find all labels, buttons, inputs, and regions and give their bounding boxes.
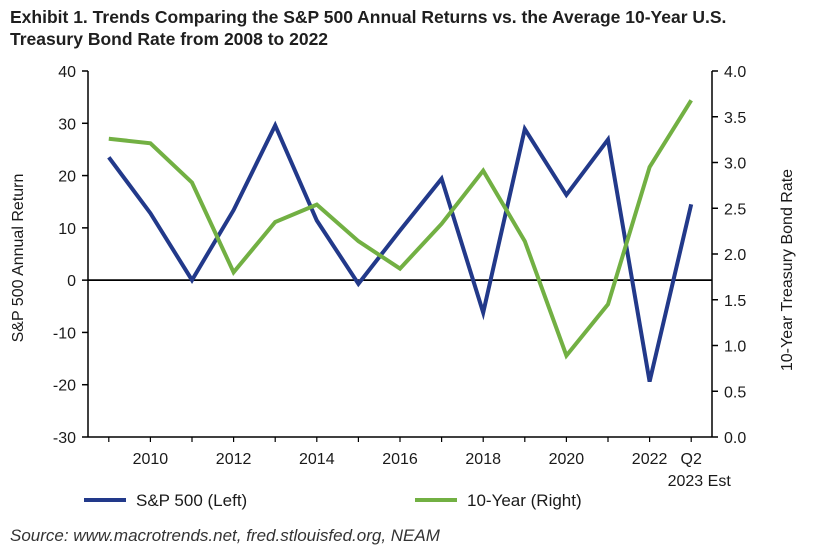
chart-legend: S&P 500 (Left) 10-Year (Right) <box>84 491 582 510</box>
chart-title: Exhibit 1. Trends Comparing the S&P 500 … <box>10 6 830 50</box>
data-point-treasury-10yr <box>648 165 652 169</box>
x-axis-tick-label: 2012 <box>216 451 252 468</box>
x-axis-tick-label: 2016 <box>382 451 418 468</box>
right-axis-tick-label: 3.0 <box>724 156 746 173</box>
right-axis-tick-label: 1.5 <box>724 293 746 310</box>
x-axis-tick-label: 2020 <box>549 451 585 468</box>
data-point-sp500 <box>315 219 319 223</box>
data-point-treasury-10yr <box>190 181 194 185</box>
left-axis-tick-label: -10 <box>53 325 76 342</box>
left-axis-tick-label: 20 <box>58 169 76 186</box>
data-point-sp500 <box>232 208 236 212</box>
data-point-sp500 <box>606 137 610 141</box>
left-axis-tick-label: 30 <box>58 116 76 133</box>
data-point-sp500 <box>148 211 152 215</box>
series-line-treasury-10yr <box>108 99 693 360</box>
data-point-treasury-10yr <box>481 169 485 173</box>
data-point-sp500 <box>689 202 693 206</box>
left-axis-title: S&P 500 Annual Return <box>10 174 27 343</box>
x-axis-tick-label: 2018 <box>465 451 501 468</box>
x-axis-tick-label: Q2 <box>681 451 702 468</box>
data-point-treasury-10yr <box>606 302 610 306</box>
data-point-treasury-10yr <box>564 354 568 358</box>
x-axis-tick-label: 2010 <box>133 451 169 468</box>
series-line-sp500 <box>107 120 694 383</box>
data-point-treasury-10yr <box>232 270 236 274</box>
data-point-treasury-10yr <box>440 222 444 226</box>
right-axis-tick-label: 1.0 <box>724 339 746 356</box>
data-point-treasury-10yr <box>356 239 360 243</box>
data-point-treasury-10yr <box>315 203 319 207</box>
data-point-sp500 <box>440 177 444 181</box>
x-axis-tick-label: 2014 <box>299 451 335 468</box>
data-point-sp500 <box>648 380 652 384</box>
chart-title-line-2: Treasury Bond Rate from 2008 to 2022 <box>10 29 329 49</box>
right-axis-tick-label: 2.0 <box>724 247 746 264</box>
left-axis-tick-label: -30 <box>53 430 76 447</box>
data-point-sp500 <box>481 311 485 315</box>
data-point-treasury-10yr <box>523 239 527 243</box>
data-point-sp500 <box>356 282 360 286</box>
left-axis-tick-label: 0 <box>67 273 76 290</box>
data-point-sp500 <box>107 155 111 159</box>
chart-series <box>107 98 694 384</box>
data-point-sp500 <box>398 228 402 232</box>
chart-axes: -30 -20 -10 0 10 20 30 40 0.0 0.5 1.0 1.5 2.0 2.5 3.0 3… <box>10 64 796 490</box>
data-point-treasury-10yr <box>398 267 402 271</box>
chart-title-line-1: Exhibit 1. Trends Comparing the S&P 500 … <box>10 7 727 27</box>
x-axis-extra-label: 2023 Est <box>668 473 732 490</box>
data-point-sp500 <box>564 193 568 197</box>
left-axis-tick-label: -20 <box>53 378 76 395</box>
data-point-treasury-10yr <box>273 220 277 224</box>
right-axis-tick-label: 0.5 <box>724 384 746 401</box>
data-point-treasury-10yr <box>148 141 152 145</box>
source-note: Source: www.macrotrends.net, fred.stloui… <box>10 526 440 545</box>
right-axis-tick-label: 4.0 <box>724 64 746 81</box>
data-point-sp500 <box>190 278 194 282</box>
data-point-sp500 <box>523 127 527 131</box>
left-axis-tick-label: 40 <box>58 64 76 81</box>
x-axis-tick-label: 2022 <box>632 451 668 468</box>
right-axis-tick-label: 0.0 <box>724 430 746 447</box>
right-axis-title: 10-Year Treasury Bond Rate <box>779 169 796 371</box>
legend-label-treasury-10yr: 10-Year (Right) <box>467 491 582 510</box>
legend-label-sp500: S&P 500 (Left) <box>136 491 247 510</box>
data-point-treasury-10yr <box>689 98 693 102</box>
right-axis-tick-label: 3.5 <box>724 110 746 127</box>
left-axis-tick-label: 10 <box>58 221 76 238</box>
data-point-sp500 <box>273 123 277 127</box>
right-axis-tick-label: 2.5 <box>724 201 746 218</box>
data-point-treasury-10yr <box>107 137 111 141</box>
